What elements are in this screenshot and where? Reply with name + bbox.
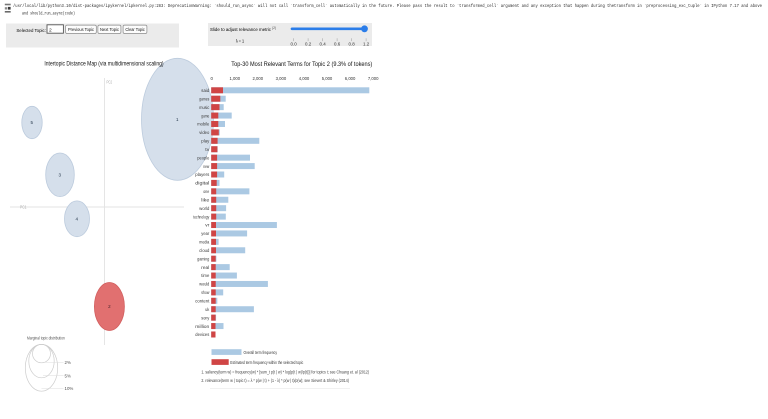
svg-text:Estimated term frequency withi: Estimated term frequency within the sele…: [230, 360, 304, 365]
svg-text:technology: technology: [193, 214, 210, 219]
svg-text:0.4: 0.4: [320, 41, 327, 46]
svg-text:Overall term frequency: Overall term frequency: [244, 350, 278, 355]
svg-text:video: video: [199, 130, 210, 135]
svg-text:0.2: 0.2: [305, 41, 312, 46]
svg-text:Top-30 Most Relevant Terms for: Top-30 Most Relevant Terms for Topic 2 (…: [231, 61, 372, 68]
svg-text:mobile: mobile: [197, 122, 210, 127]
svg-text:new: new: [203, 164, 210, 169]
svg-text:and should_run_async(code): and should_run_async(code): [22, 11, 75, 17]
svg-text:show: show: [201, 290, 210, 295]
svg-text:1.2: 1.2: [363, 41, 370, 46]
svg-text:0: 0: [210, 76, 213, 81]
svg-text:3,000: 3,000: [276, 76, 287, 81]
svg-text:1. saliency(term w) = frequenc: 1. saliency(term w) = frequency(w) * [su…: [201, 369, 369, 374]
svg-text:devices: devices: [195, 332, 209, 337]
svg-text:Selected Topic:: Selected Topic:: [16, 28, 46, 34]
svg-text:2%: 2%: [65, 360, 71, 365]
svg-text:3: 3: [59, 173, 62, 178]
svg-text:PC1: PC1: [20, 205, 27, 210]
svg-text:Slide to adjust relevance metr: Slide to adjust relevance metric: [210, 27, 271, 33]
svg-text:said: said: [201, 88, 210, 93]
svg-text:5: 5: [31, 120, 34, 125]
svg-text:4,000: 4,000: [299, 76, 310, 81]
svg-text:0.6: 0.6: [334, 41, 341, 46]
svg-text:vr: vr: [205, 223, 210, 228]
svg-text:Clear Topic: Clear Topic: [125, 27, 145, 32]
svg-text:year: year: [201, 231, 210, 236]
svg-text:2,000: 2,000: [253, 76, 264, 81]
svg-text:1,000: 1,000: [230, 76, 241, 81]
svg-text:people: people: [197, 155, 210, 160]
svg-text:2. relevance(term w | topic t): 2. relevance(term w | topic t) = λ * p(w…: [201, 378, 349, 383]
svg-text:5%: 5%: [65, 373, 71, 378]
svg-text:Marginal topic distribution: Marginal topic distribution: [27, 335, 65, 340]
svg-text:2: 2: [108, 304, 111, 309]
svg-text:Intertopic Distance Map (via m: Intertopic Distance Map (via multidimens…: [44, 61, 163, 68]
svg-text:tv: tv: [205, 147, 210, 152]
svg-text:(2): (2): [272, 26, 276, 30]
svg-text:Previous Topic: Previous Topic: [68, 27, 95, 32]
svg-text:6,000: 6,000: [345, 76, 356, 81]
svg-text:like: like: [201, 197, 210, 202]
svg-text:0.8: 0.8: [349, 41, 356, 46]
svg-text:game: game: [201, 113, 209, 118]
svg-text:uk: uk: [205, 307, 210, 312]
svg-text:4: 4: [76, 217, 79, 222]
svg-text:content: content: [195, 299, 210, 304]
svg-text:Next Topic: Next Topic: [100, 27, 120, 32]
svg-text:1: 1: [176, 117, 179, 122]
svg-text:sony: sony: [201, 315, 210, 320]
svg-text:7,000: 7,000: [368, 76, 379, 81]
svg-text:PC2: PC2: [107, 80, 113, 85]
svg-text:digital: digital: [195, 181, 209, 186]
svg-text:10%: 10%: [65, 386, 74, 391]
svg-text:/usr/local/lib/python3.10/dist: /usr/local/lib/python3.10/dist-packages/…: [13, 3, 762, 9]
svg-text:million: million: [195, 324, 210, 329]
svg-text:players: players: [195, 172, 209, 177]
svg-text:music: music: [199, 105, 210, 110]
svg-text:would: would: [199, 282, 210, 287]
svg-text:time: time: [201, 273, 210, 278]
svg-text:λ = 1: λ = 1: [236, 38, 244, 44]
svg-text:0.0: 0.0: [291, 41, 298, 46]
svg-text:media: media: [199, 240, 210, 245]
svg-text:real: real: [201, 265, 209, 270]
svg-text:2: 2: [49, 28, 52, 34]
svg-text:gaming: gaming: [197, 256, 210, 261]
svg-text:games: games: [199, 96, 209, 101]
svg-text:one: one: [203, 189, 210, 194]
svg-text:world: world: [199, 206, 210, 211]
svg-text:cloud: cloud: [199, 248, 210, 253]
svg-text:5,000: 5,000: [322, 76, 333, 81]
svg-text:play: play: [201, 139, 210, 144]
